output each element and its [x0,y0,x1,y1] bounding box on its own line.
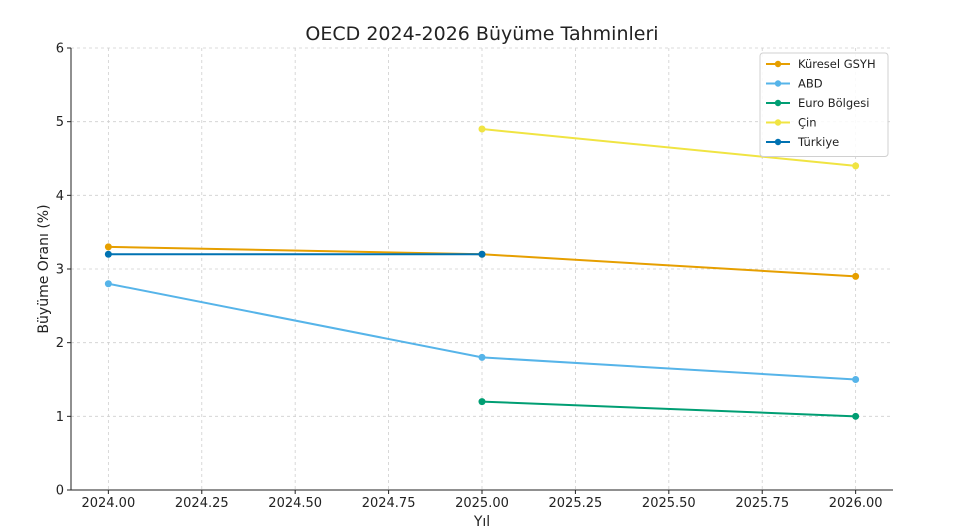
series-çin [478,125,860,170]
y-tick-label: 4 [56,189,64,204]
legend-label: ABD [798,77,823,91]
y-tick-label: 6 [56,42,64,57]
data-point [104,250,112,258]
series-euro-bölgesi [478,398,860,420]
legend-label: Türkiye [797,135,839,149]
data-point [852,162,860,170]
legend-label: Çin [798,116,817,130]
x-tick-label: 2024.25 [175,496,229,511]
legend-swatch-marker [774,99,782,107]
data-point [104,280,112,288]
x-tick-label: 2026.00 [829,496,883,511]
x-tick-label: 2024.50 [268,496,322,511]
chart-title: OECD 2024-2026 Büyüme Tahminleri [305,23,658,45]
y-tick-label: 2 [56,336,64,351]
series-türkiye [104,250,486,258]
series-line [481,128,856,167]
legend-swatch-marker [774,80,782,87]
x-tick-label: 2024.00 [81,496,135,511]
legend-item: ABD [766,77,823,91]
x-tick-label: 2025.75 [735,496,789,511]
legend-label: Küresel GSYH [798,57,876,71]
legend-swatch-marker [774,138,782,146]
legend-label: Euro Bölgesi [798,96,869,110]
data-point [478,398,486,406]
x-tick-label: 2025.25 [549,496,603,511]
y-tick-label: 3 [56,263,64,278]
data-point [478,250,486,258]
x-tick-label: 2025.50 [642,496,696,511]
x-tick-label: 2024.75 [362,496,416,511]
series-layer [104,125,860,420]
series-abd [104,280,860,383]
legend-item: Türkiye [766,135,839,149]
series-line [481,400,856,418]
legend-swatch-marker [774,119,782,126]
legend-item: Euro Bölgesi [766,96,869,110]
y-tick-label: 1 [56,410,64,425]
x-tick-label: 2025.00 [455,496,509,511]
data-point [478,353,486,361]
data-point [478,125,486,133]
data-point [852,272,860,280]
legend: Küresel GSYH ABD Euro Bölgesi Çin Türkiye [759,52,889,157]
legend-box [759,52,889,157]
y-axis-title: Büyüme Oranı (%) [36,204,52,333]
data-point [104,243,112,251]
legend-item: Küresel GSYH [766,57,876,71]
data-point [852,412,860,420]
legend-swatch-marker [774,60,782,68]
data-point [852,376,860,383]
x-axis-title: Yıl [473,514,490,530]
axes: 2024.00 2024.25 2024.50 2024.75 2025.00 2025.… [56,42,893,511]
legend-item: Çin [766,116,817,130]
y-tick-label: 0 [56,484,64,499]
y-tick-label: 5 [56,115,64,130]
